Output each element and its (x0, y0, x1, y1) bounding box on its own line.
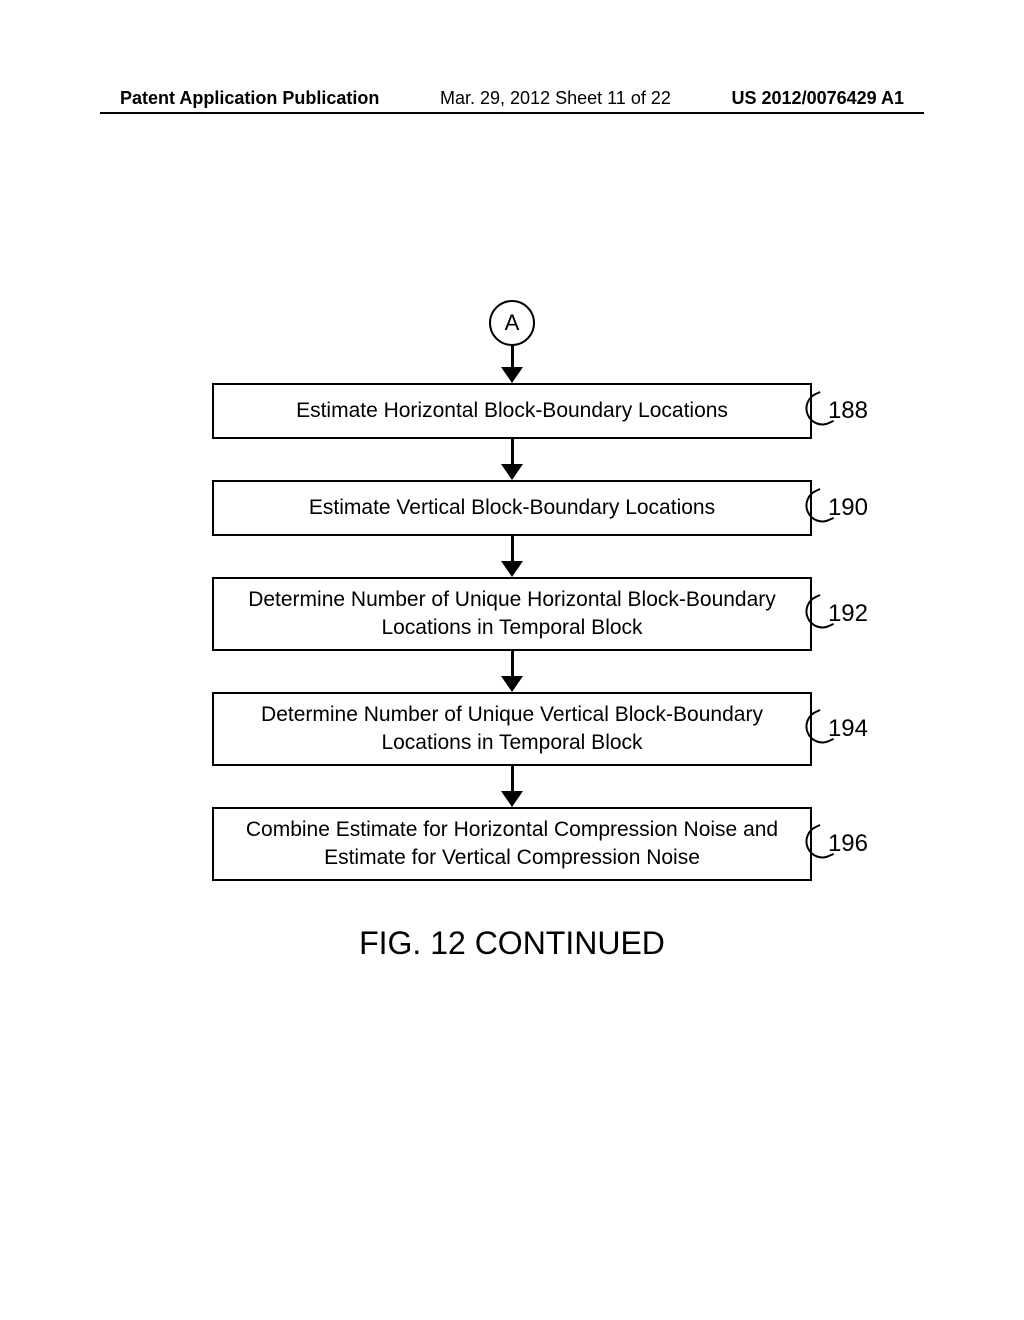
flowchart: A Estimate Horizontal Block-Boundary Loc… (0, 300, 1024, 962)
arrow-stem (511, 651, 514, 677)
step-row-194: Determine Number of Unique Vertical Bloc… (0, 692, 1024, 766)
arrow-head-icon (501, 561, 523, 577)
arrow-head-icon (501, 464, 523, 480)
connector-label: A (505, 310, 520, 336)
step-box-188: Estimate Horizontal Block-Boundary Locat… (212, 383, 812, 439)
step-box-192: Determine Number of Unique Horizontal Bl… (212, 577, 812, 651)
connector-a: A (489, 300, 535, 346)
arrow-0 (501, 346, 523, 383)
arrow-stem (511, 766, 514, 792)
arrow-head-icon (501, 367, 523, 383)
step-box-196: Combine Estimate for Horizontal Compress… (212, 807, 812, 881)
step-text: Determine Number of Unique Horizontal Bl… (234, 586, 790, 643)
header-center: Mar. 29, 2012 Sheet 11 of 22 (440, 88, 671, 109)
arrow-2 (501, 536, 523, 577)
step-text: Combine Estimate for Horizontal Compress… (234, 816, 790, 873)
step-row-188: Estimate Horizontal Block-Boundary Locat… (0, 383, 1024, 439)
step-text: Estimate Horizontal Block-Boundary Locat… (296, 397, 728, 425)
header-left: Patent Application Publication (120, 88, 379, 109)
arrow-stem (511, 346, 514, 368)
arrow-stem (511, 439, 514, 465)
ref-188: 188 (806, 394, 868, 428)
step-row-190: Estimate Vertical Block-Boundary Locatio… (0, 480, 1024, 536)
arrow-1 (501, 439, 523, 480)
step-text: Estimate Vertical Block-Boundary Locatio… (309, 494, 715, 522)
page-header: Patent Application Publication Mar. 29, … (0, 88, 1024, 109)
ref-190: 190 (806, 491, 868, 525)
arrow-stem (511, 536, 514, 562)
step-row-192: Determine Number of Unique Horizontal Bl… (0, 577, 1024, 651)
arrow-3 (501, 651, 523, 692)
header-right: US 2012/0076429 A1 (732, 88, 904, 109)
figure-caption: FIG. 12 CONTINUED (0, 925, 1024, 962)
ref-194: 194 (806, 712, 868, 746)
arrow-head-icon (501, 676, 523, 692)
step-box-194: Determine Number of Unique Vertical Bloc… (212, 692, 812, 766)
step-row-196: Combine Estimate for Horizontal Compress… (0, 807, 1024, 881)
step-box-190: Estimate Vertical Block-Boundary Locatio… (212, 480, 812, 536)
ref-192: 192 (806, 597, 868, 631)
step-text: Determine Number of Unique Vertical Bloc… (234, 701, 790, 758)
arrow-4 (501, 766, 523, 807)
header-rule (100, 112, 924, 114)
ref-196: 196 (806, 827, 868, 861)
arrow-head-icon (501, 791, 523, 807)
